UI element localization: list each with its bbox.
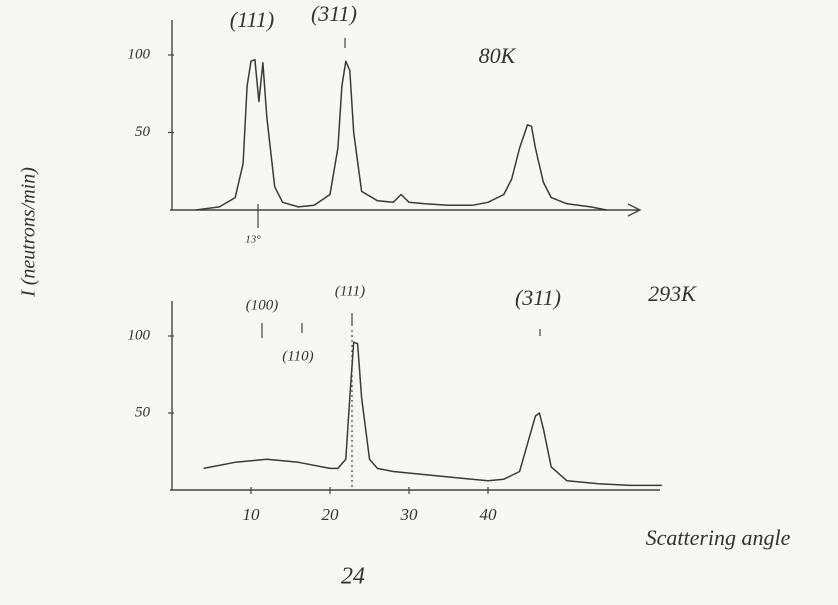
- annotation: (110): [282, 348, 313, 364]
- annotation: (111): [335, 283, 365, 299]
- y-tick-label: 100: [128, 327, 151, 343]
- x-axis: [170, 203, 642, 217]
- y-tick-label: 50: [135, 124, 151, 140]
- annotation: (311): [311, 1, 357, 26]
- panel-title: 293K: [648, 281, 697, 306]
- annotation: 24: [341, 564, 365, 590]
- x-tick-label: 10: [243, 505, 261, 524]
- x-tick-label: 40: [480, 505, 498, 524]
- y-tick-label: 50: [135, 404, 151, 420]
- data-line: [195, 58, 607, 211]
- annotation: (100): [246, 297, 279, 313]
- annotation: (111): [230, 7, 274, 32]
- y-tick-label: 100: [128, 46, 151, 62]
- x-axis-label: Scattering angle: [646, 525, 791, 550]
- data-line: [203, 341, 662, 487]
- x-tick-label: 30: [400, 505, 419, 524]
- annotation: (311): [515, 285, 561, 310]
- annotation: 13°: [245, 234, 261, 246]
- panel-title: 80K: [479, 43, 517, 68]
- x-tick-label: 20: [322, 505, 340, 524]
- y-axis-label: I (neutrons/min): [18, 167, 40, 298]
